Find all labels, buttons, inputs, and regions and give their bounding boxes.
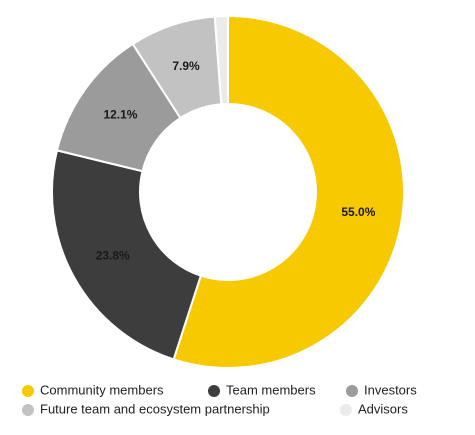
value-label: 23.8% [96,248,130,262]
donut-slice [172,14,405,369]
legend-swatch [22,404,34,416]
legend-label: Investors [364,382,417,397]
donut-slice [51,149,203,361]
value-label: 55.0% [341,205,375,219]
legend-label: Team members [226,382,316,397]
legend-label: Future team and ecosystem partnership [40,401,270,416]
legend-swatch [346,385,358,397]
legend-label: Community members [40,382,164,397]
donut-slice [213,14,229,106]
legend-swatch [208,385,220,397]
legend-swatch [340,404,352,416]
legend-swatch [22,385,34,397]
legend-label: Advisors [358,401,408,416]
value-label: 12.1% [103,108,137,122]
value-label: 7.9% [172,59,200,73]
